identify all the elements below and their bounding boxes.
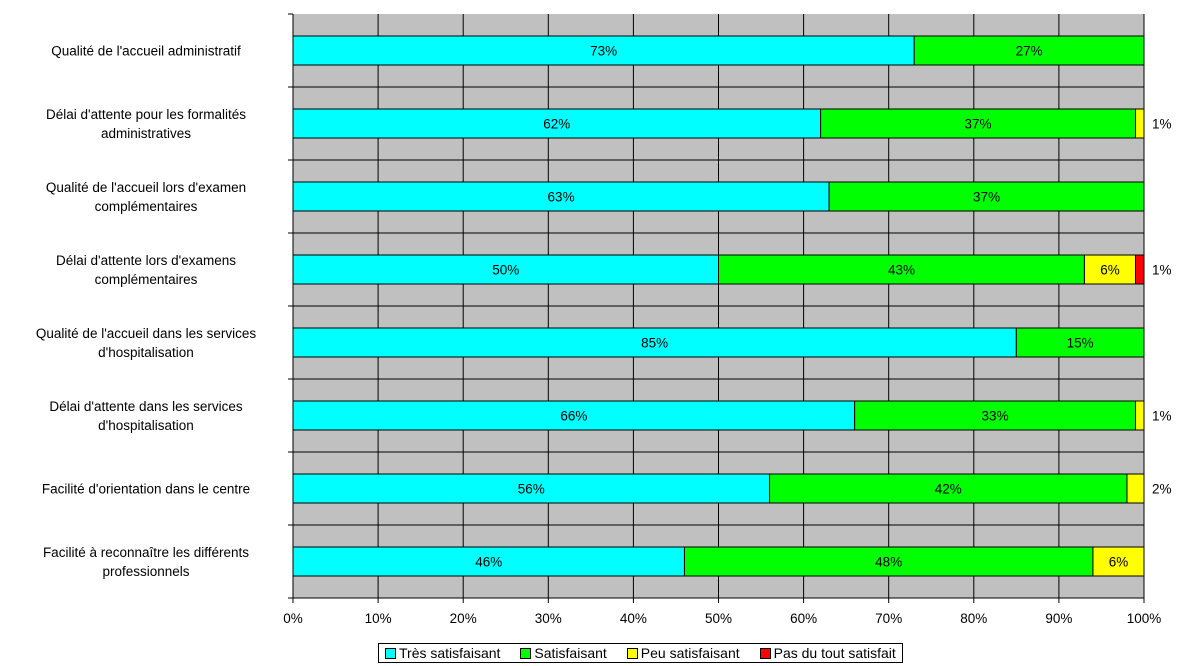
bar-segment (292, 35, 915, 66)
data-label: 56% (518, 482, 545, 497)
bar-segment (1126, 473, 1145, 504)
legend: Très satisfaisant Satisfaisant Peu satisfa… (378, 643, 903, 663)
legend-label: Pas du tout satisfait (773, 645, 896, 661)
data-label: 6% (1109, 555, 1129, 570)
data-label: 63% (548, 190, 575, 205)
data-label: 73% (590, 44, 617, 59)
data-label: 62% (543, 117, 570, 132)
category-label: Facilité d'orientation dans le centre (42, 482, 250, 497)
category-label: Facilité à reconnaître les différents pro… (43, 545, 249, 579)
data-label-outside: 2% (1152, 482, 1172, 497)
data-label: 33% (982, 409, 1009, 424)
legend-item: Peu satisfaisant (626, 645, 740, 661)
legend-item: Satisfaisant (520, 645, 607, 661)
category-labels: Qualité de l'accueil administratif Délai … (36, 44, 256, 580)
bar-segment (292, 327, 1017, 358)
legend-swatch (626, 647, 638, 659)
bar-segment (292, 400, 856, 431)
bar-segment (683, 546, 1094, 577)
data-label-outside: 1% (1152, 263, 1172, 278)
x-tick-label: 40% (620, 611, 647, 626)
category-label: Qualité de l'accueil lors d'examen complé… (46, 180, 246, 214)
x-tick-label: 60% (790, 611, 817, 626)
bar-segment (820, 108, 1136, 139)
data-label: 43% (888, 263, 915, 278)
data-label: 46% (475, 555, 502, 570)
bar-segment (1134, 400, 1145, 431)
data-label: 27% (1016, 44, 1043, 59)
x-tick-label: 10% (365, 611, 392, 626)
bar-segment (1092, 546, 1145, 577)
legend-swatch (520, 647, 532, 659)
bar-segment (292, 473, 771, 504)
category-label: Délai d'attente dans les services d'hospi… (49, 399, 242, 433)
bar-segment (828, 181, 1145, 212)
bar-segment (1134, 108, 1145, 139)
legend-swatch (385, 647, 396, 659)
x-tick-label: 70% (875, 611, 902, 626)
data-label: 42% (935, 482, 962, 497)
legend-item: Pas du tout satisfait (759, 645, 896, 661)
data-label: 37% (973, 190, 1000, 205)
data-label: 48% (875, 555, 902, 570)
legend-label: Très satisfaisant (399, 645, 501, 661)
data-label: 37% (965, 117, 992, 132)
legend-swatch (759, 647, 771, 659)
bar-segment (913, 35, 1145, 66)
data-label-outside: 1% (1152, 117, 1172, 132)
x-tick-label: 100% (1127, 611, 1162, 626)
bar-segment (1134, 254, 1145, 285)
x-tick-label: 50% (705, 611, 732, 626)
x-tick-label: 0% (283, 611, 303, 626)
legend-label: Peu satisfaisant (640, 645, 740, 661)
bar-segment (718, 254, 1085, 285)
bar-segment (292, 254, 719, 285)
bar-segment (1015, 327, 1145, 358)
category-label: Qualité de l'accueil dans les services d'… (36, 326, 256, 360)
data-label: 6% (1100, 263, 1120, 278)
bar-segment (292, 181, 830, 212)
category-label: Délai d'attente pour les formalités admin… (46, 107, 246, 141)
legend-item: Très satisfaisant (385, 645, 500, 661)
x-tick-label: 90% (1045, 611, 1072, 626)
data-label: 66% (560, 409, 587, 424)
category-label: Délai d'attente lors d'examens complément… (56, 253, 236, 287)
data-label-outside: 1% (1152, 409, 1172, 424)
data-label: 50% (492, 263, 519, 278)
data-label: 15% (1067, 336, 1094, 351)
category-label: Qualité de l'accueil administratif (51, 44, 241, 59)
bar-segment (292, 546, 685, 577)
bars: 73% 27% 62% 37% 1% 63% 37% 50% 43% 6% 1% 85% 15% 66% 3… (292, 35, 1172, 577)
x-tick-label: 20% (450, 611, 477, 626)
x-tick-label: 30% (535, 611, 562, 626)
x-tick-labels: 0% 10% 20% 30% 40% 50% 60% 70% 80% 90% 100% (283, 611, 1161, 626)
data-label: 85% (641, 336, 668, 351)
legend-label: Satisfaisant (534, 645, 607, 661)
x-tick-label: 80% (960, 611, 987, 626)
